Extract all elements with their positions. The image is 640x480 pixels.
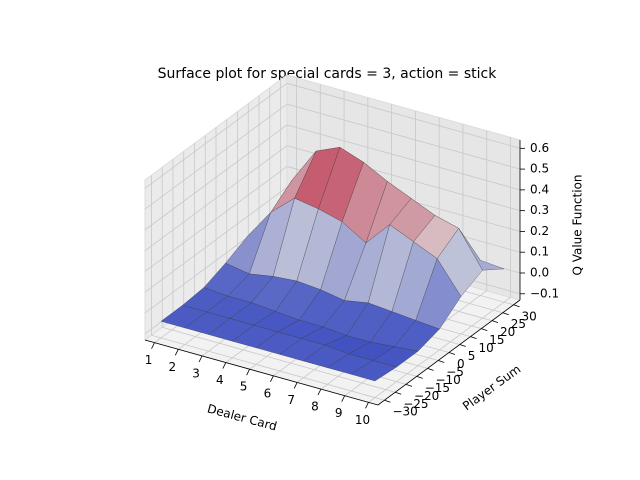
tick-mark (513, 304, 520, 308)
x-tick-label: 10 (355, 413, 370, 427)
x-tick-label: 5 (240, 380, 248, 394)
grid-line (144, 82, 288, 189)
y-tick-label: 10 (479, 341, 494, 355)
z-tick-label: 0.5 (530, 162, 549, 176)
z-tick-label: 0.2 (530, 224, 549, 238)
x-axis-label: Dealer Card (206, 402, 279, 434)
tick-mark (151, 342, 155, 349)
tick-mark (470, 336, 477, 339)
grid-line (151, 334, 385, 401)
y-axis-label: Player Sum (460, 362, 523, 413)
tick-mark (416, 375, 423, 379)
tick-mark (365, 402, 369, 409)
tick-mark (395, 391, 402, 395)
tick-mark (481, 328, 488, 332)
grid-line (144, 186, 288, 293)
grid-line (144, 145, 288, 251)
grid-line (144, 124, 288, 231)
tick-mark (246, 369, 250, 376)
grid-line (286, 103, 521, 170)
tick-mark (427, 368, 434, 371)
x-tick-label: 8 (311, 400, 319, 414)
x-tick-label: 6 (264, 386, 272, 400)
grid-line (286, 82, 521, 149)
grid-line (144, 166, 288, 272)
z-tick-label: −0.1 (530, 286, 559, 300)
tick-mark (198, 355, 203, 363)
z-tick-label: 0.6 (530, 141, 549, 155)
y-tick-label: −5 (446, 365, 464, 379)
z-tick-label: 0.0 (530, 265, 549, 279)
y-axis (377, 299, 521, 406)
y-tick-label: 0 (457, 357, 465, 371)
y-tick-label: 20 (500, 325, 515, 339)
x-tick-label: 2 (168, 360, 176, 374)
tick-mark (293, 382, 298, 389)
grid-line (162, 326, 396, 393)
tick-mark (317, 388, 322, 396)
z-tick-label: 0.3 (530, 203, 549, 217)
tick-mark (222, 362, 227, 369)
tick-mark (384, 399, 391, 403)
y-tick-label: 15 (489, 333, 504, 347)
tick-mark (502, 312, 509, 316)
chart-title: Surface plot for special cards = 3, acti… (158, 66, 498, 82)
tick-mark (341, 395, 346, 402)
y-tick-label: −30 (392, 405, 417, 419)
x-tick-label: 7 (287, 393, 295, 407)
tick-mark (491, 320, 499, 324)
tick-mark (174, 349, 179, 356)
surface-patch (350, 360, 397, 382)
y-tick-label: −10 (435, 373, 460, 387)
y-tick-label: 25 (511, 317, 526, 331)
x-axis (144, 339, 379, 406)
z-tick-label: 0.1 (530, 245, 549, 259)
x-tick-label: 3 (192, 366, 200, 380)
x-tick-label: 4 (216, 373, 224, 387)
tick-mark (270, 375, 274, 382)
x-tick-label: 9 (335, 406, 343, 420)
y-tick-label: −25 (403, 397, 428, 411)
y-tick-label: 30 (522, 309, 537, 323)
tick-mark (448, 352, 456, 355)
y-tick-label: −20 (414, 389, 439, 403)
tick-mark (405, 383, 413, 387)
grid-line (144, 103, 288, 210)
y-tick-label: −15 (425, 381, 450, 395)
tick-mark (459, 344, 466, 347)
z-axis-label: Q Value Function (571, 174, 585, 275)
tick-mark (438, 360, 445, 363)
grid-line (286, 124, 521, 191)
z-tick-label: 0.4 (530, 182, 549, 196)
x-tick-label: 1 (145, 353, 153, 367)
y-tick-label: 5 (468, 349, 476, 363)
